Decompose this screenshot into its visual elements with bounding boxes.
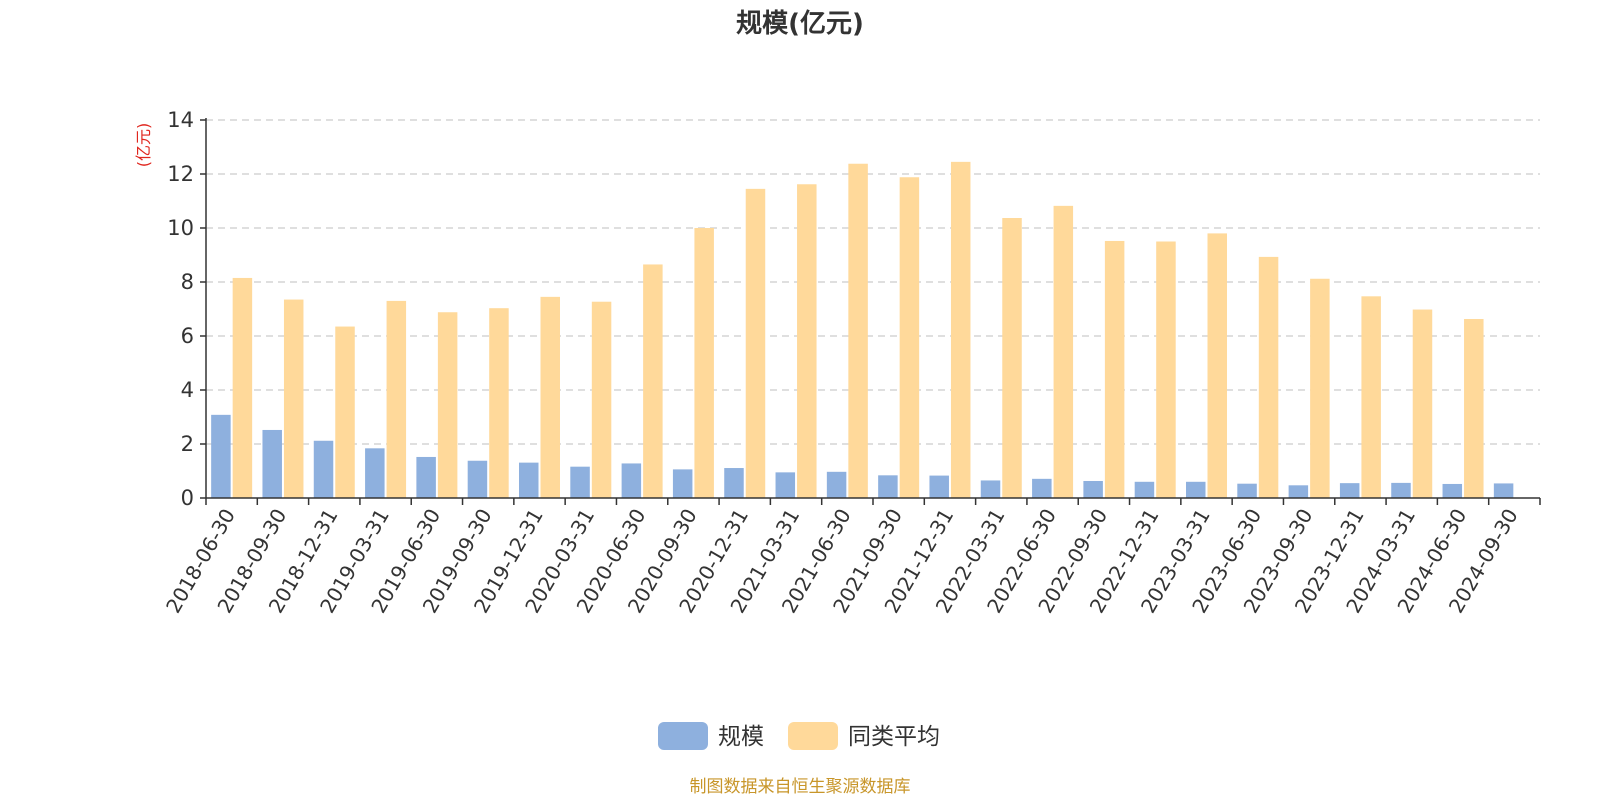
- bar-scale[interactable]: [1186, 481, 1206, 498]
- bar-scale[interactable]: [519, 462, 539, 498]
- bar-scale[interactable]: [826, 471, 847, 498]
- bar-peer-average[interactable]: [540, 296, 561, 498]
- y-axis-unit-label: (亿元): [134, 123, 153, 168]
- legend[interactable]: 规模 同类平均: [658, 722, 940, 750]
- bar-scale[interactable]: [775, 472, 796, 498]
- bar-scale[interactable]: [1442, 483, 1463, 498]
- bar-peer-average[interactable]: [489, 308, 509, 498]
- legend-swatch[interactable]: [658, 722, 708, 750]
- y-tick-label: 6: [181, 324, 194, 348]
- bar-scale[interactable]: [980, 480, 1001, 498]
- bar-peer-average[interactable]: [1310, 278, 1330, 498]
- bar-scale[interactable]: [1032, 478, 1052, 498]
- y-tick-label: 0: [181, 486, 194, 510]
- y-tick-label: 8: [181, 270, 194, 294]
- bars-layer: [211, 161, 1514, 499]
- bar-scale[interactable]: [724, 468, 744, 498]
- bar-peer-average[interactable]: [1207, 233, 1228, 498]
- bar-peer-average[interactable]: [745, 188, 766, 498]
- y-tick-label: 10: [167, 216, 194, 240]
- y-tick-label: 14: [167, 108, 194, 132]
- bar-peer-average[interactable]: [1464, 318, 1484, 498]
- bar-peer-average[interactable]: [232, 277, 253, 498]
- bar-peer-average[interactable]: [643, 264, 663, 498]
- bar-scale[interactable]: [313, 440, 334, 498]
- bar-peer-average[interactable]: [1104, 240, 1125, 498]
- bar-scale[interactable]: [365, 448, 385, 498]
- bar-scale[interactable]: [1391, 482, 1411, 498]
- bar-peer-average[interactable]: [335, 326, 355, 498]
- bar-scale[interactable]: [467, 460, 488, 498]
- legend-label[interactable]: 规模: [718, 724, 764, 750]
- bar-peer-average[interactable]: [848, 163, 868, 499]
- bar-peer-average[interactable]: [591, 301, 612, 498]
- bar-scale[interactable]: [929, 475, 949, 498]
- bar-scale[interactable]: [262, 429, 282, 498]
- bar-peer-average[interactable]: [1002, 218, 1022, 498]
- bar-peer-average[interactable]: [1156, 241, 1176, 499]
- bar-peer-average[interactable]: [1053, 205, 1074, 499]
- bar-scale[interactable]: [1288, 485, 1309, 498]
- bar-peer-average[interactable]: [386, 300, 407, 498]
- y-tick-label: 2: [181, 432, 194, 456]
- data-source-note: 制图数据来自恒生聚源数据库: [690, 777, 911, 797]
- y-tick-label: 12: [167, 162, 194, 186]
- bar-scale[interactable]: [1493, 483, 1514, 498]
- bar-scale[interactable]: [416, 456, 436, 498]
- bar-peer-average[interactable]: [950, 161, 971, 498]
- legend-swatch[interactable]: [788, 722, 838, 750]
- bar-scale[interactable]: [1083, 480, 1103, 498]
- bar-peer-average[interactable]: [1258, 256, 1279, 498]
- bar-peer-average[interactable]: [437, 312, 458, 498]
- bar-peer-average[interactable]: [283, 299, 304, 498]
- legend-label[interactable]: 同类平均: [848, 724, 940, 750]
- bar-scale[interactable]: [621, 463, 642, 498]
- grid-layer: [206, 119, 1540, 445]
- bar-scale[interactable]: [211, 414, 231, 498]
- bar-scale[interactable]: [1237, 483, 1257, 498]
- bar-scale[interactable]: [570, 466, 590, 498]
- bar-peer-average[interactable]: [899, 177, 920, 499]
- chart-title: 规模(亿元): [736, 9, 864, 39]
- bar-scale[interactable]: [878, 475, 898, 498]
- bar-peer-average[interactable]: [1412, 309, 1433, 498]
- bar-peer-average[interactable]: [797, 184, 817, 498]
- bar-scale[interactable]: [1134, 481, 1155, 498]
- y-tick-label: 4: [181, 378, 194, 402]
- bar-peer-average[interactable]: [1361, 296, 1381, 498]
- bar-peer-average[interactable]: [694, 228, 714, 498]
- bar-scale[interactable]: [1339, 483, 1360, 498]
- bar-scale[interactable]: [672, 469, 693, 498]
